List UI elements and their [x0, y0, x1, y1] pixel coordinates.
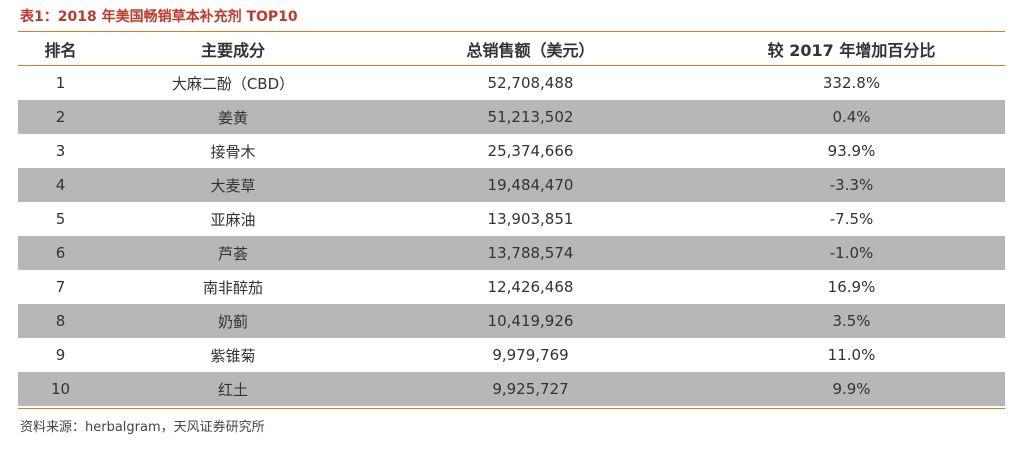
- cell-sales: 9,925,727: [363, 372, 698, 406]
- cell-rank: 9: [55, 346, 66, 364]
- cell-ingredient: 姜黄: [103, 100, 363, 134]
- sales-table: 排名 主要成分 总销售额（美元） 较 2017 年增加百分比 1 大麻二酚（CBD…: [18, 32, 1005, 406]
- cell-ingredient: 大麻二酚（CBD）: [171, 74, 295, 93]
- cell-change: 0.4%: [698, 100, 1005, 134]
- cell-rank: 2: [18, 100, 103, 134]
- cell-sales: 19,484,470: [363, 168, 698, 202]
- cell-ingredient: 红土: [103, 372, 363, 406]
- bottom-divider: [18, 408, 1005, 409]
- cell-ingredient: 大麦草: [103, 168, 363, 202]
- cell-change: 11.0%: [827, 346, 876, 364]
- cell-ingredient: 接骨木: [210, 142, 256, 161]
- cell-rank: 7: [55, 278, 66, 296]
- cell-rank: 5: [55, 210, 66, 228]
- cell-sales: 13,903,851: [487, 210, 574, 228]
- table-row: 7 南非醉茄 12,426,468 16.9%: [18, 270, 1005, 304]
- table-row: 9 紫锥菊 9,979,769 11.0%: [18, 338, 1005, 372]
- cell-ingredient: 紫锥菊: [210, 346, 256, 365]
- cell-sales: 52,708,488: [487, 74, 574, 92]
- cell-ingredient: 亚麻油: [210, 210, 256, 229]
- cell-rank: 3: [55, 142, 66, 160]
- table-row: 4 大麦草 19,484,470 -3.3%: [18, 168, 1005, 202]
- cell-change: 3.5%: [698, 304, 1005, 338]
- header-change: 较 2017 年增加百分比: [698, 32, 1005, 66]
- cell-sales: 10,419,926: [363, 304, 698, 338]
- header-row: 排名 主要成分 总销售额（美元） 较 2017 年增加百分比: [18, 32, 1005, 66]
- cell-change: -1.0%: [698, 236, 1005, 270]
- cell-change: -7.5%: [829, 210, 874, 228]
- table-title: 表1：2018 年美国畅销草本补充剂 TOP10: [20, 9, 298, 25]
- cell-rank: 1: [55, 74, 66, 92]
- table-row: 1 大麻二酚（CBD） 52,708,488 332.8%: [18, 66, 1005, 101]
- cell-sales: 9,979,769: [492, 346, 569, 364]
- cell-change: -3.3%: [698, 168, 1005, 202]
- cell-sales: 12,426,468: [487, 278, 574, 296]
- header-ingredient: 主要成分: [103, 32, 363, 66]
- table-row: 6 芦荟 13,788,574 -1.0%: [18, 236, 1005, 270]
- table-row: 2 姜黄 51,213,502 0.4%: [18, 100, 1005, 134]
- cell-change: 16.9%: [827, 278, 876, 296]
- title-divider: [18, 31, 1005, 32]
- cell-rank: 8: [18, 304, 103, 338]
- cell-rank: 4: [18, 168, 103, 202]
- source-note: 资料来源：herbalgram，天风证券研究所: [20, 420, 265, 435]
- cell-rank: 6: [18, 236, 103, 270]
- cell-change: 332.8%: [822, 74, 881, 92]
- table-row: 3 接骨木 25,374,666 93.9%: [18, 134, 1005, 168]
- table-row: 10 红土 9,925,727 9.9%: [18, 372, 1005, 406]
- cell-change: 93.9%: [827, 142, 876, 160]
- cell-rank: 10: [18, 372, 103, 406]
- header-sales: 总销售额（美元）: [363, 32, 698, 66]
- cell-sales: 13,788,574: [363, 236, 698, 270]
- cell-ingredient: 奶蓟: [103, 304, 363, 338]
- table-body: 1 大麻二酚（CBD） 52,708,488 332.8% 2 姜黄 51,213,502 0…: [18, 66, 1005, 406]
- table-row: 8 奶蓟 10,419,926 3.5%: [18, 304, 1005, 338]
- cell-sales: 25,374,666: [487, 142, 574, 160]
- table-row: 5 亚麻油 13,903,851 -7.5%: [18, 202, 1005, 236]
- cell-ingredient: 南非醉茄: [202, 278, 263, 297]
- cell-sales: 51,213,502: [363, 100, 698, 134]
- cell-change: 9.9%: [698, 372, 1005, 406]
- header-rank: 排名: [18, 32, 103, 66]
- cell-ingredient: 芦荟: [103, 236, 363, 270]
